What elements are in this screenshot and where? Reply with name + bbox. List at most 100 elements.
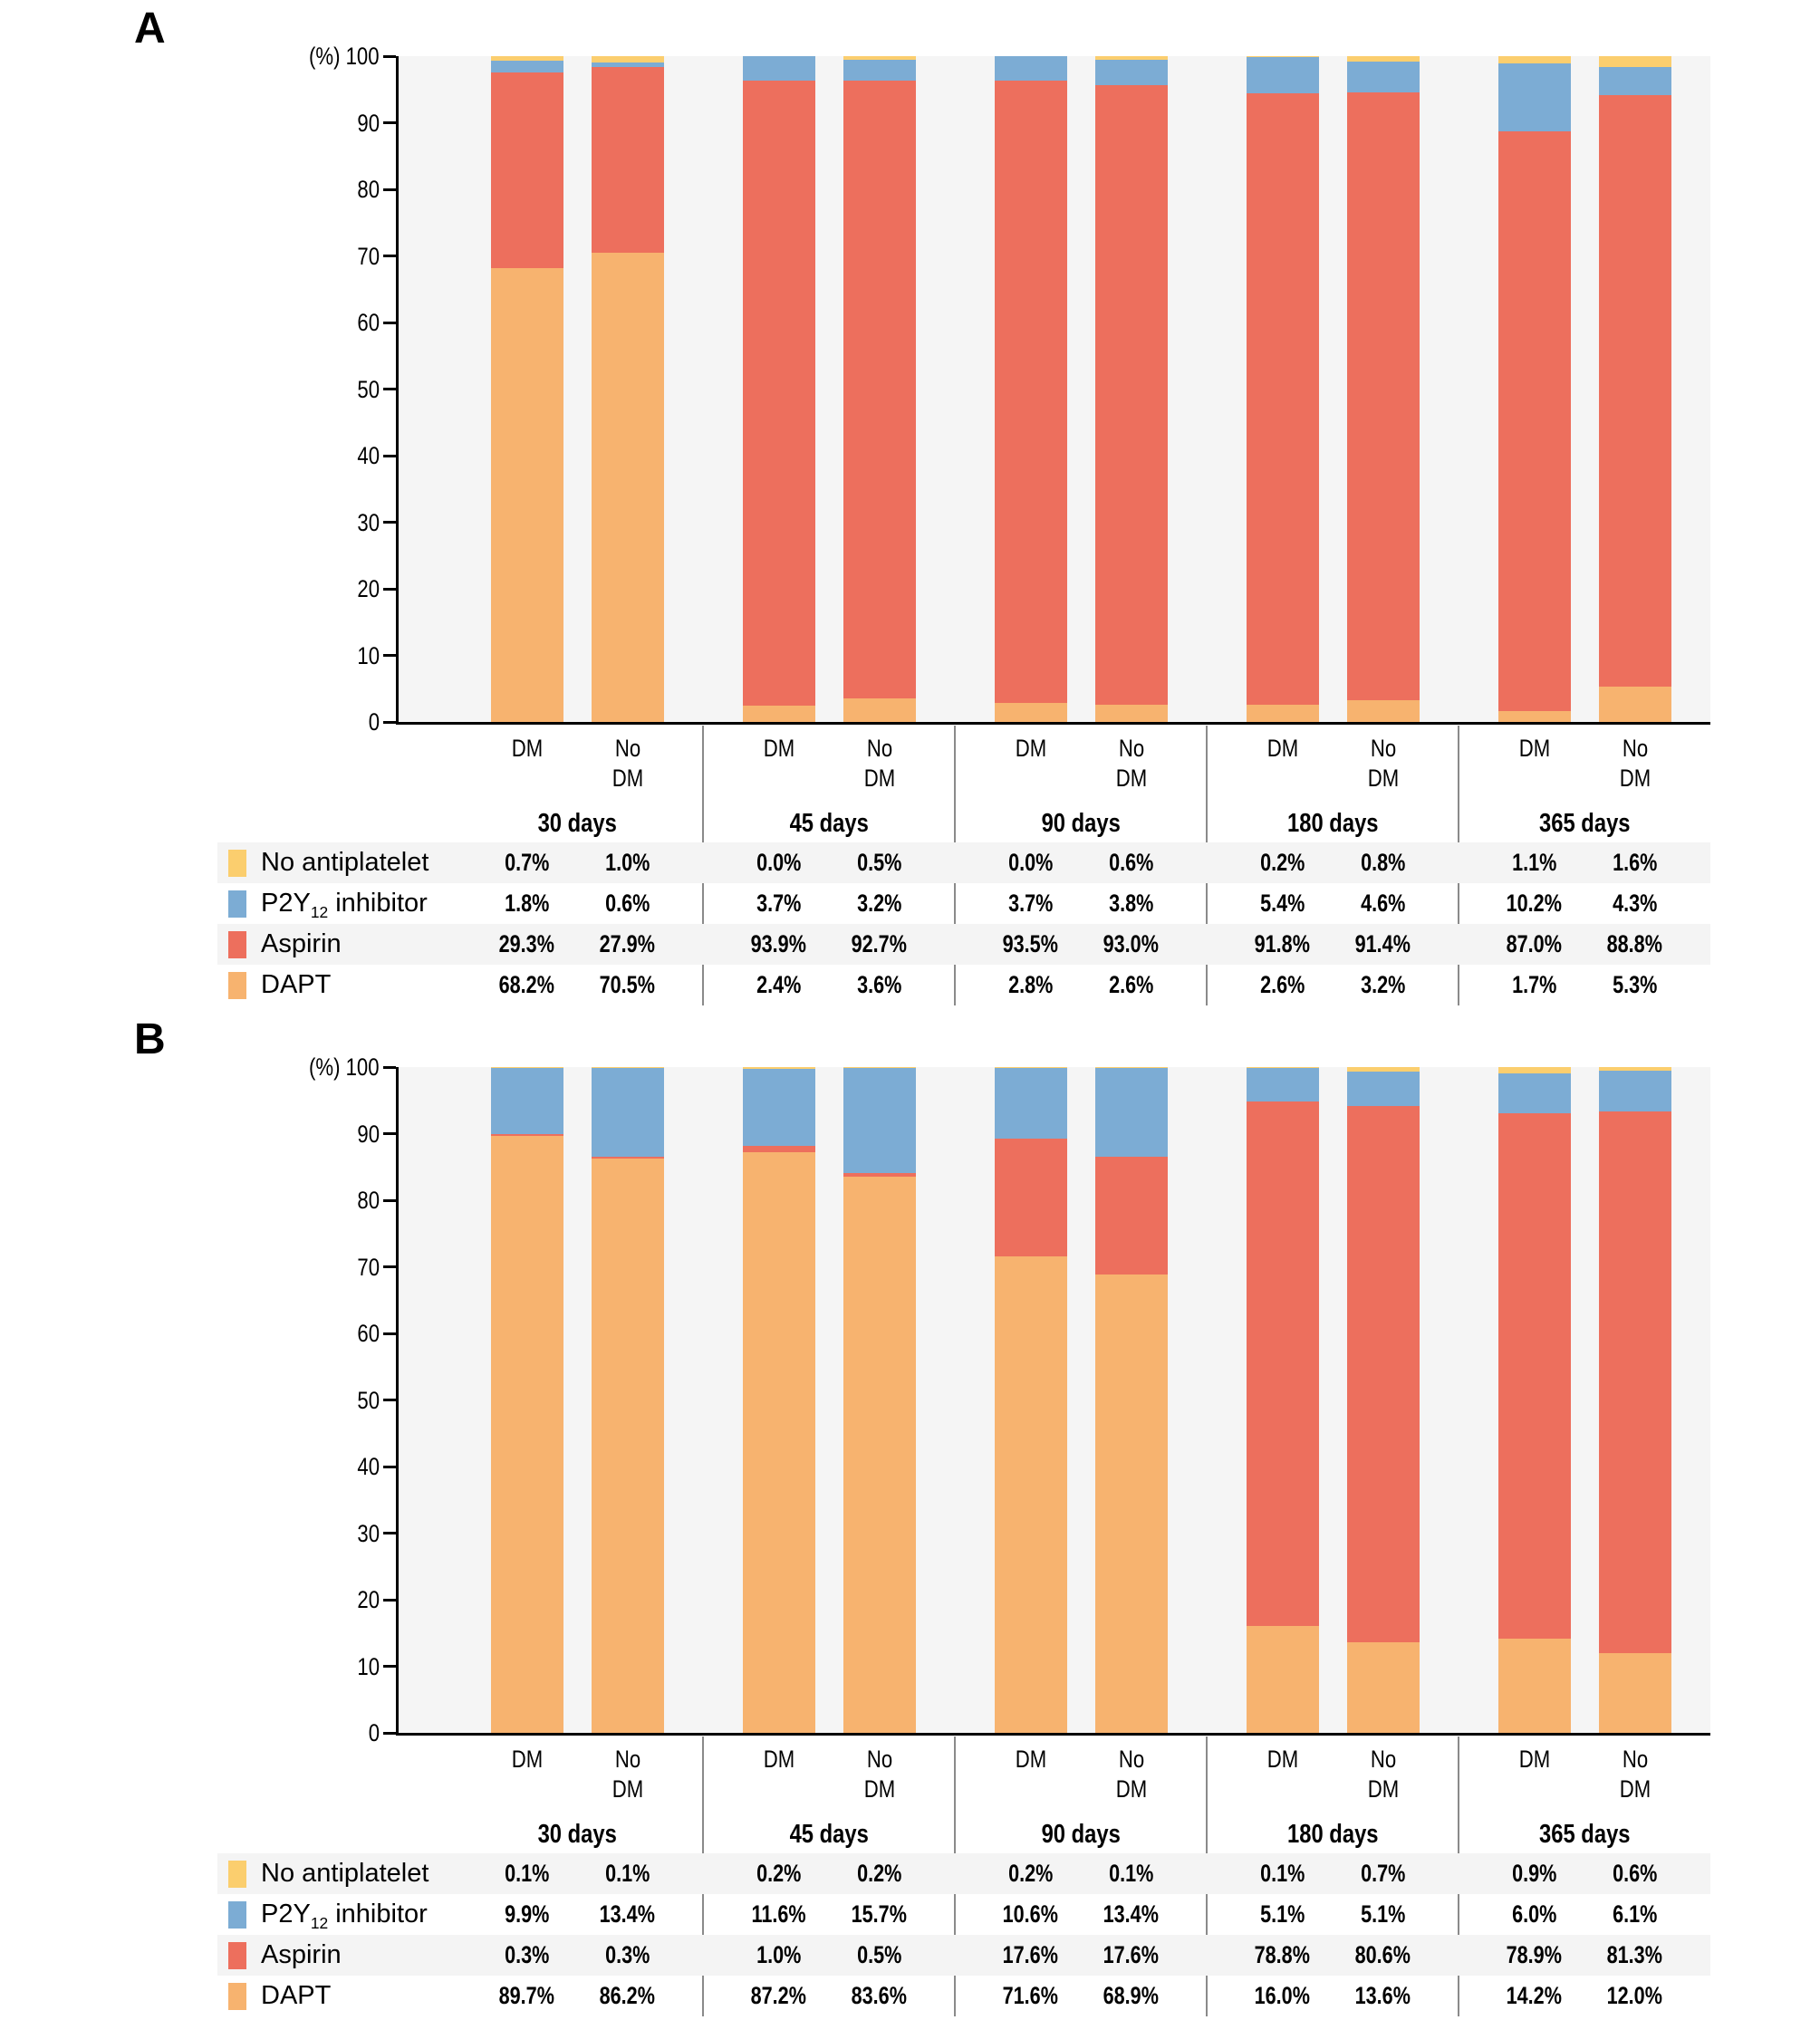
value-text: 0.8% [1360,849,1406,876]
value-cell: 5.3% [1584,971,1685,999]
y-axis-tick [383,1198,396,1202]
bar-label-group: DM No DM [703,1745,955,1804]
legend-cell-aspirin: Aspirin [217,929,451,959]
value-text: 6.1% [1612,1900,1658,1928]
value-text: 78.8% [1254,1941,1311,1968]
value-group-365-days: 87.0% 88.8% [1459,930,1710,958]
stacked-bar-no-dm [591,56,664,722]
value-cell: 91.4% [1333,930,1433,958]
category-label: 90 days [1041,808,1121,838]
bar-label-slot: DM [728,734,829,794]
legend-cell-p2y12: P2Y12 inhibitor [217,889,451,919]
y-axis-tick-text: 90 [357,109,380,137]
value-cell: 92.7% [829,930,929,958]
data-table-a: No antiplatelet 0.7% 1.0% 0.0% 0.5% 0.0% 0.6% 0… [217,842,1710,1005]
y-axis-tick-label: 70 [352,1253,380,1282]
bar-label: No DM [1115,735,1147,792]
value-cell: 78.8% [1232,1941,1333,1969]
panel-b: B (%) 100 90 80 70 60 50 40 30 20 10 0 DM No DM DM No… [0,1011,1820,2019]
value-text: 12.0% [1606,1982,1663,2009]
segment-dapt [1497,710,1571,722]
value-group-30-days: 9.9% 13.4% [451,1900,703,1929]
value-text: 13.4% [1103,1900,1160,1928]
aspirin-swatch [228,1941,246,1969]
segment-no_antiplatelet [1246,1067,1319,1068]
y-axis-tick [383,1265,396,1268]
segment-dapt [1094,1274,1168,1733]
y-axis-tick-text: 60 [357,309,380,336]
value-group-30-days: 1.8% 0.6% [451,890,703,918]
bar-label-slot: DM [1232,1745,1333,1804]
value-cell: 0.1% [1232,1860,1333,1888]
y-axis-tick-label: 80 [352,1186,380,1215]
bar-label-slot: No DM [829,734,929,794]
value-cell: 0.7% [477,849,577,877]
value-text: 3.2% [1360,971,1406,998]
segment-aspirin [742,1145,815,1153]
y-axis-tick [383,521,396,524]
segment-aspirin [1346,1105,1420,1643]
y-axis-tick-label: 70 [352,242,380,271]
value-group-180-days: 5.4% 4.6% [1207,890,1459,918]
value-cell: 91.8% [1232,930,1333,958]
bar-slot-no-dm [829,56,929,722]
bar-slot-no-dm [577,1067,678,1733]
value-cell: 3.6% [829,971,929,999]
bar-group-180-days [1207,1067,1459,1733]
value-cell: 3.8% [1081,890,1181,918]
value-cell: 2.4% [728,971,829,999]
bar-labels-row-b: DM No DM DM No DM DM No DM DM No DM DM No DM [399,1745,1710,1804]
stacked-bar-no-dm [1598,1067,1671,1733]
y-axis-tick-label: 60 [352,308,380,337]
value-text: 70.5% [599,971,656,998]
value-text: 0.0% [756,849,802,876]
value-text: 15.7% [851,1900,908,1928]
y-axis-tick-label: 50 [352,1386,380,1415]
value-text: 6.0% [1511,1900,1557,1928]
value-cell: 1.7% [1484,971,1584,999]
category-label-cell: 180 days [1207,1815,1459,1853]
value-group-90-days: 17.6% 17.6% [955,1941,1207,1969]
value-cell: 0.6% [1081,849,1181,877]
y-axis-tick [383,121,396,124]
value-group-45-days: 11.6% 15.7% [703,1900,955,1929]
segment-no_antiplatelet [1346,56,1420,62]
bar-slot-dm [980,56,1081,722]
segment-dapt [1598,1652,1671,1733]
value-text: 0.7% [1360,1860,1406,1887]
bar-label-slot: No DM [1081,734,1181,794]
segment-aspirin [1094,85,1168,705]
table-row-no_antiplatelet: No antiplatelet 0.7% 1.0% 0.0% 0.5% 0.0% 0.6% 0… [217,842,1710,883]
legend-cell-dapt: DAPT [217,1981,451,2011]
bar-slot-dm [477,56,577,722]
value-text: 80.6% [1354,1941,1411,1968]
legend-label-p2y12: P2Y12 inhibitor [261,1900,428,1932]
legend-cell-p2y12: P2Y12 inhibitor [217,1900,451,1932]
segment-p2y12 [1094,60,1168,86]
value-cell: 3.2% [829,890,929,918]
segment-dapt [1246,704,1319,722]
y-axis-tick-text: 40 [357,442,380,469]
segment-no_antiplatelet [591,1067,664,1068]
segment-dapt [742,1152,815,1733]
y-axis-tick [383,654,396,657]
segment-p2y12 [1497,63,1571,132]
bar-label-slot: DM [477,1745,577,1804]
value-group-45-days: 3.7% 3.2% [703,890,955,918]
value-group-180-days: 0.1% 0.7% [1207,1860,1459,1888]
bar-slot-no-dm [577,56,678,722]
value-cell: 93.0% [1081,930,1181,958]
value-text: 14.2% [1506,1982,1563,2009]
value-cell: 27.9% [577,930,678,958]
bar-slot-no-dm [1584,56,1685,722]
y-axis-tick-label: 60 [352,1319,380,1348]
stacked-bar-no-dm [1346,1067,1420,1733]
y-axis-tick [383,388,396,390]
stacked-bar-dm [490,1067,563,1733]
value-text: 68.9% [1103,1982,1160,2009]
category-label-cell: 30 days [451,1815,703,1853]
y-axis-tick-text: 20 [357,575,380,602]
table-row-dapt: DAPT 68.2% 70.5% 2.4% 3.6% 2.8% 2.6% 2.6% 3.2% 1.… [217,965,1710,1005]
y-axis-tick [383,587,396,591]
value-cell: 3.7% [980,890,1081,918]
